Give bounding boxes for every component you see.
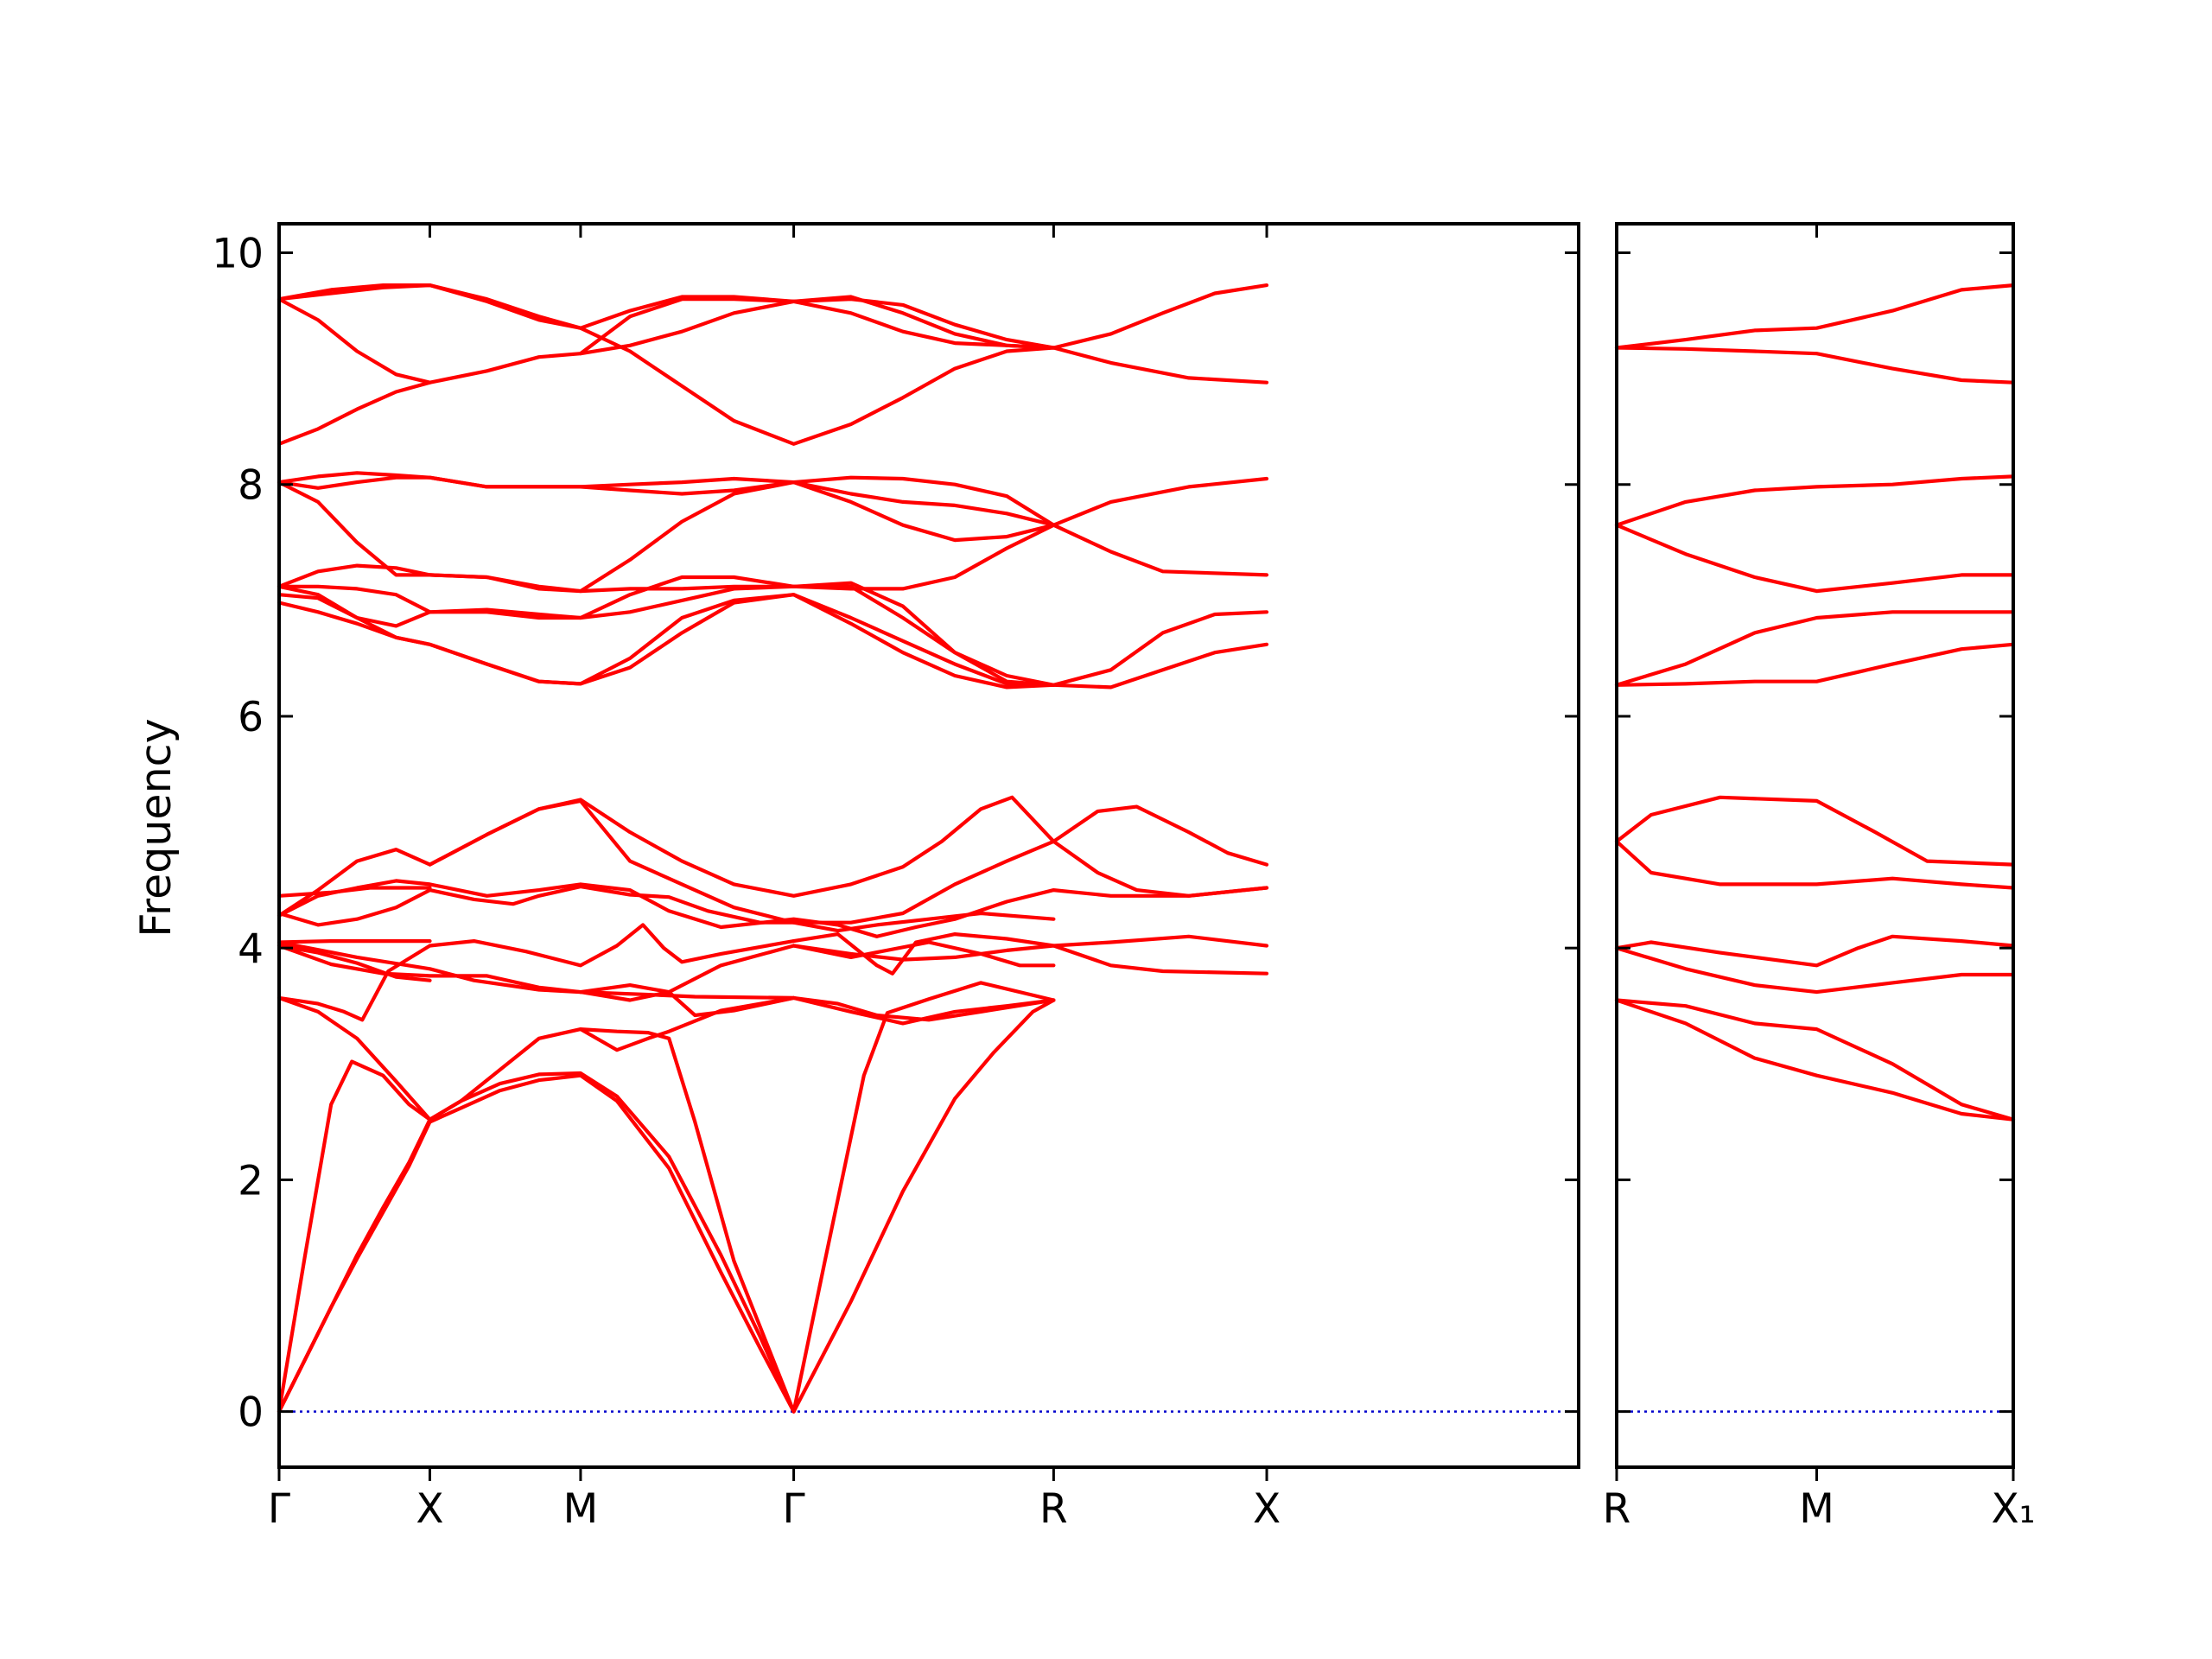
band-line-left-4 <box>791 981 1056 1414</box>
plot-frame-right <box>1615 222 2015 1469</box>
y-tick-label: 4 <box>238 925 264 973</box>
band-line-left-7 <box>276 923 796 1022</box>
band-line-left-24 <box>276 584 1056 687</box>
band-line-left-35 <box>578 297 1056 356</box>
x-tick-label: X₁ <box>1991 1485 2035 1533</box>
y-tick-label: 0 <box>238 1389 264 1437</box>
y-tick-label: 10 <box>212 231 264 278</box>
band-line-left-27 <box>1052 610 1269 687</box>
plot-frame-left <box>277 222 1580 1469</box>
band-line-left-31 <box>276 299 1269 446</box>
band-line-left-3 <box>276 1027 796 1414</box>
band-line-left-17 <box>276 884 1056 933</box>
band-line-left-18 <box>276 879 1269 938</box>
y-tick-label: 2 <box>238 1157 264 1205</box>
band-line-right-3 <box>1614 946 2016 995</box>
y-tick-label: 8 <box>238 462 264 510</box>
band-line-right-1 <box>1614 998 2016 1122</box>
x-tick-label: X <box>1253 1485 1281 1533</box>
x-tick-label: X <box>416 1485 443 1533</box>
band-line-right-2 <box>1614 998 2016 1122</box>
band-line-left-13 <box>276 940 796 1002</box>
band-line-left-30 <box>276 471 1056 527</box>
band-line-right-9 <box>1614 523 2016 594</box>
x-tick-label: R <box>1039 1485 1068 1533</box>
band-line-right-12 <box>1614 283 2016 350</box>
band-panel-right: R M X₁ <box>1603 222 2036 1533</box>
band-line-left-23 <box>276 593 1056 687</box>
band-line-left-26 <box>276 476 1269 594</box>
band-line-left-12 <box>276 939 432 944</box>
band-line-left-20 <box>276 798 1269 925</box>
band-line-left-5 <box>791 998 1056 1414</box>
x-tick-label: M <box>563 1485 599 1533</box>
band-line-left-8 <box>578 995 1056 1052</box>
y-axis: 0 2 4 6 8 10 <box>212 231 264 1437</box>
band-line-left-32 <box>276 297 432 385</box>
band-line-left-11 <box>276 944 432 982</box>
band-line-left-14 <box>791 944 1269 976</box>
band-line-left-34 <box>276 283 1056 350</box>
x-tick-label: Γ <box>782 1485 804 1533</box>
band-line-left-28 <box>276 480 1269 594</box>
band-line-left-6 <box>276 995 432 1122</box>
band-line-left-9 <box>578 983 1056 1022</box>
band-line-left-2 <box>276 1071 796 1414</box>
band-line-left-29 <box>276 475 1056 527</box>
band-line-right-5 <box>1614 839 2016 890</box>
band-line-right-10 <box>1614 474 2016 527</box>
band-line-right-8 <box>1614 610 2016 687</box>
band-line-left-16 <box>791 940 1056 968</box>
y-tick-label: 6 <box>238 694 264 741</box>
y-axis-title: Frequency <box>131 718 181 937</box>
band-line-right-7 <box>1614 642 2016 687</box>
band-line-left-21 <box>428 795 1269 898</box>
band-line-left-25 <box>276 575 1269 690</box>
x-tick-label: Γ <box>268 1485 290 1533</box>
band-line-left-19 <box>276 886 432 898</box>
band-line-right-4 <box>1614 934 2016 968</box>
x-tick-label: M <box>1799 1485 1834 1533</box>
x-tick-label: R <box>1603 1485 1631 1533</box>
band-line-right-6 <box>1614 795 2016 867</box>
band-line-right-11 <box>1614 346 2016 385</box>
band-line-left-10 <box>276 944 796 1000</box>
